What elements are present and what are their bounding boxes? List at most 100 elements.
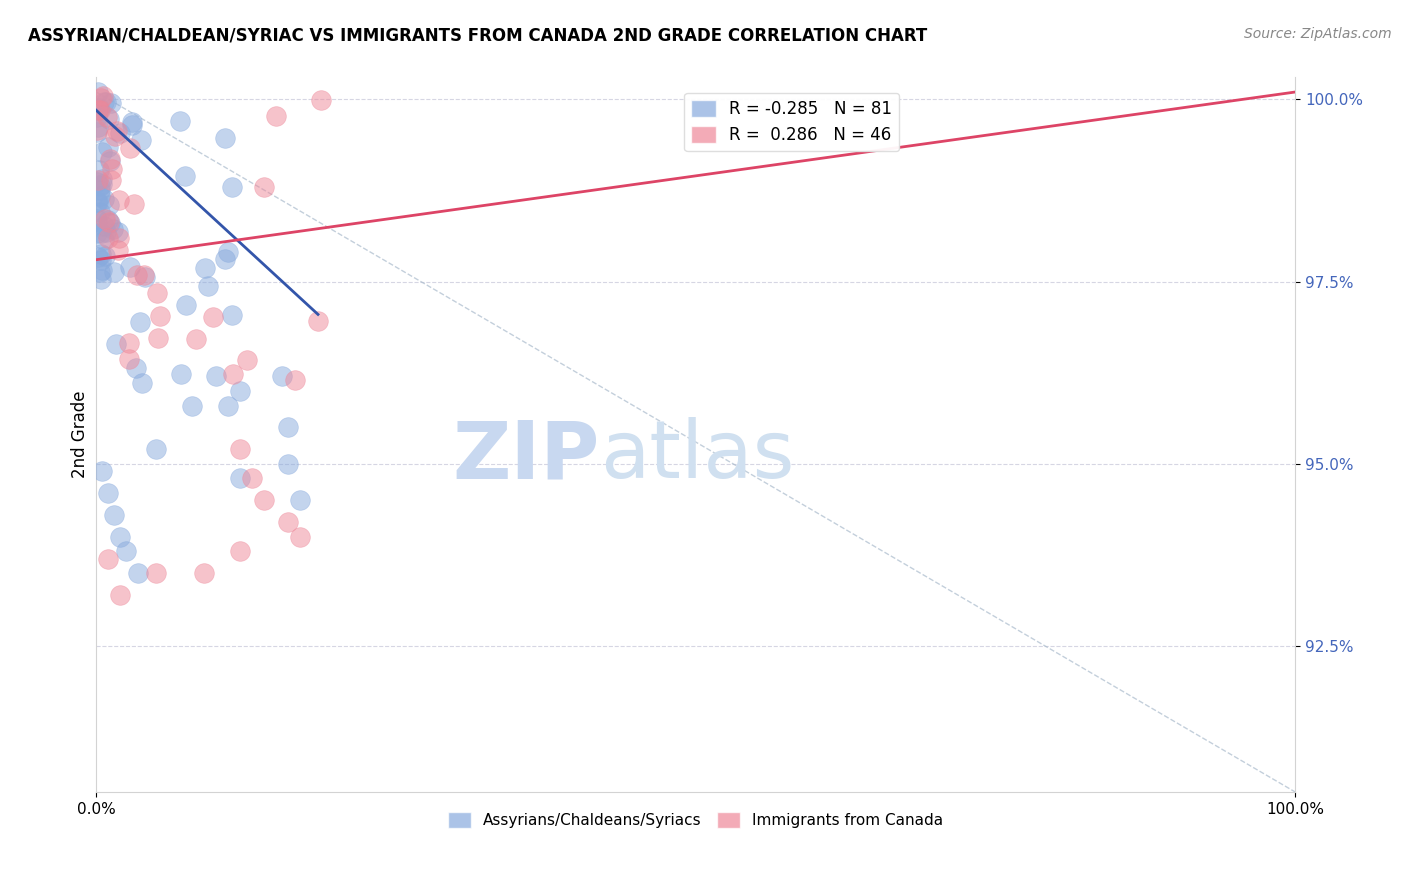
Point <box>89 103 111 117</box>
Point <box>86 175 108 189</box>
Point <box>90 172 112 186</box>
Text: ASSYRIAN/CHALDEAN/SYRIAC VS IMMIGRANTS FROM CANADA 2ND GRADE CORRELATION CHART: ASSYRIAN/CHALDEAN/SYRIAC VS IMMIGRANTS F… <box>28 27 928 45</box>
Point <box>86 250 108 264</box>
Point <box>97 231 120 245</box>
Point <box>132 268 155 283</box>
Point <box>94 212 117 227</box>
Text: atlas: atlas <box>600 417 794 495</box>
Point <box>107 193 129 207</box>
Point <box>86 110 108 124</box>
Point <box>103 508 125 522</box>
Point <box>93 219 115 233</box>
Point <box>181 399 204 413</box>
Point <box>89 253 111 268</box>
Point <box>214 131 236 145</box>
Point <box>125 268 148 283</box>
Point <box>107 226 129 240</box>
Point <box>134 269 156 284</box>
Point <box>94 95 117 109</box>
Point <box>131 376 153 390</box>
Point <box>89 188 111 202</box>
Point <box>217 244 239 259</box>
Point <box>110 126 132 140</box>
Point <box>86 126 108 140</box>
Point <box>108 588 131 602</box>
Point <box>86 214 108 228</box>
Point <box>240 471 263 485</box>
Point <box>87 103 110 117</box>
Legend: Assyrians/Chaldeans/Syriacs, Immigrants from Canada: Assyrians/Chaldeans/Syriacs, Immigrants … <box>441 806 949 834</box>
Point <box>91 89 114 103</box>
Point <box>97 198 120 212</box>
Point <box>122 196 145 211</box>
Point <box>90 227 112 241</box>
Point <box>197 279 219 293</box>
Text: Source: ZipAtlas.com: Source: ZipAtlas.com <box>1244 27 1392 41</box>
Point <box>107 243 129 257</box>
Point <box>229 442 252 457</box>
Point <box>271 369 294 384</box>
Point <box>311 93 333 107</box>
Point <box>148 331 170 345</box>
Point <box>205 369 228 384</box>
Point <box>194 260 217 275</box>
Point <box>89 103 111 117</box>
Point <box>105 337 128 351</box>
Point <box>89 264 111 278</box>
Point <box>264 109 287 123</box>
Point <box>108 231 131 245</box>
Point <box>91 464 114 478</box>
Point <box>100 96 122 111</box>
Point <box>253 493 276 508</box>
Point <box>89 183 111 197</box>
Point <box>174 169 197 184</box>
Point <box>118 351 141 366</box>
Point <box>146 285 169 300</box>
Point <box>288 530 311 544</box>
Point <box>93 249 115 263</box>
Point <box>97 140 120 154</box>
Point <box>129 133 152 147</box>
Point <box>87 194 110 209</box>
Point <box>229 471 252 485</box>
Point <box>101 222 124 236</box>
Point <box>127 566 149 581</box>
Point <box>98 153 121 168</box>
Point <box>120 141 142 155</box>
Point <box>89 205 111 219</box>
Point <box>283 373 305 387</box>
Point <box>103 265 125 279</box>
Point <box>105 123 128 137</box>
Point <box>93 192 115 206</box>
Point <box>87 173 110 187</box>
Point <box>98 152 121 166</box>
Y-axis label: 2nd Grade: 2nd Grade <box>72 391 89 478</box>
Point <box>87 85 110 99</box>
Point <box>169 113 191 128</box>
Point <box>277 515 299 529</box>
Point <box>97 551 120 566</box>
Point <box>307 314 329 328</box>
Point <box>253 179 276 194</box>
Point <box>288 493 311 508</box>
Point <box>100 172 122 186</box>
Point <box>229 544 252 558</box>
Point <box>90 177 112 191</box>
Point <box>104 128 127 143</box>
Point <box>93 95 115 109</box>
Point <box>97 215 120 229</box>
Point <box>101 161 124 176</box>
Point <box>184 332 207 346</box>
Point <box>90 247 112 261</box>
Point <box>229 384 252 398</box>
Point <box>125 360 148 375</box>
Point <box>145 566 167 581</box>
Point <box>87 101 110 115</box>
Point <box>93 233 115 247</box>
Point <box>221 179 243 194</box>
Point <box>128 315 150 329</box>
Point <box>118 335 141 350</box>
Point <box>86 194 108 209</box>
Point <box>86 123 108 137</box>
Point <box>86 211 108 226</box>
